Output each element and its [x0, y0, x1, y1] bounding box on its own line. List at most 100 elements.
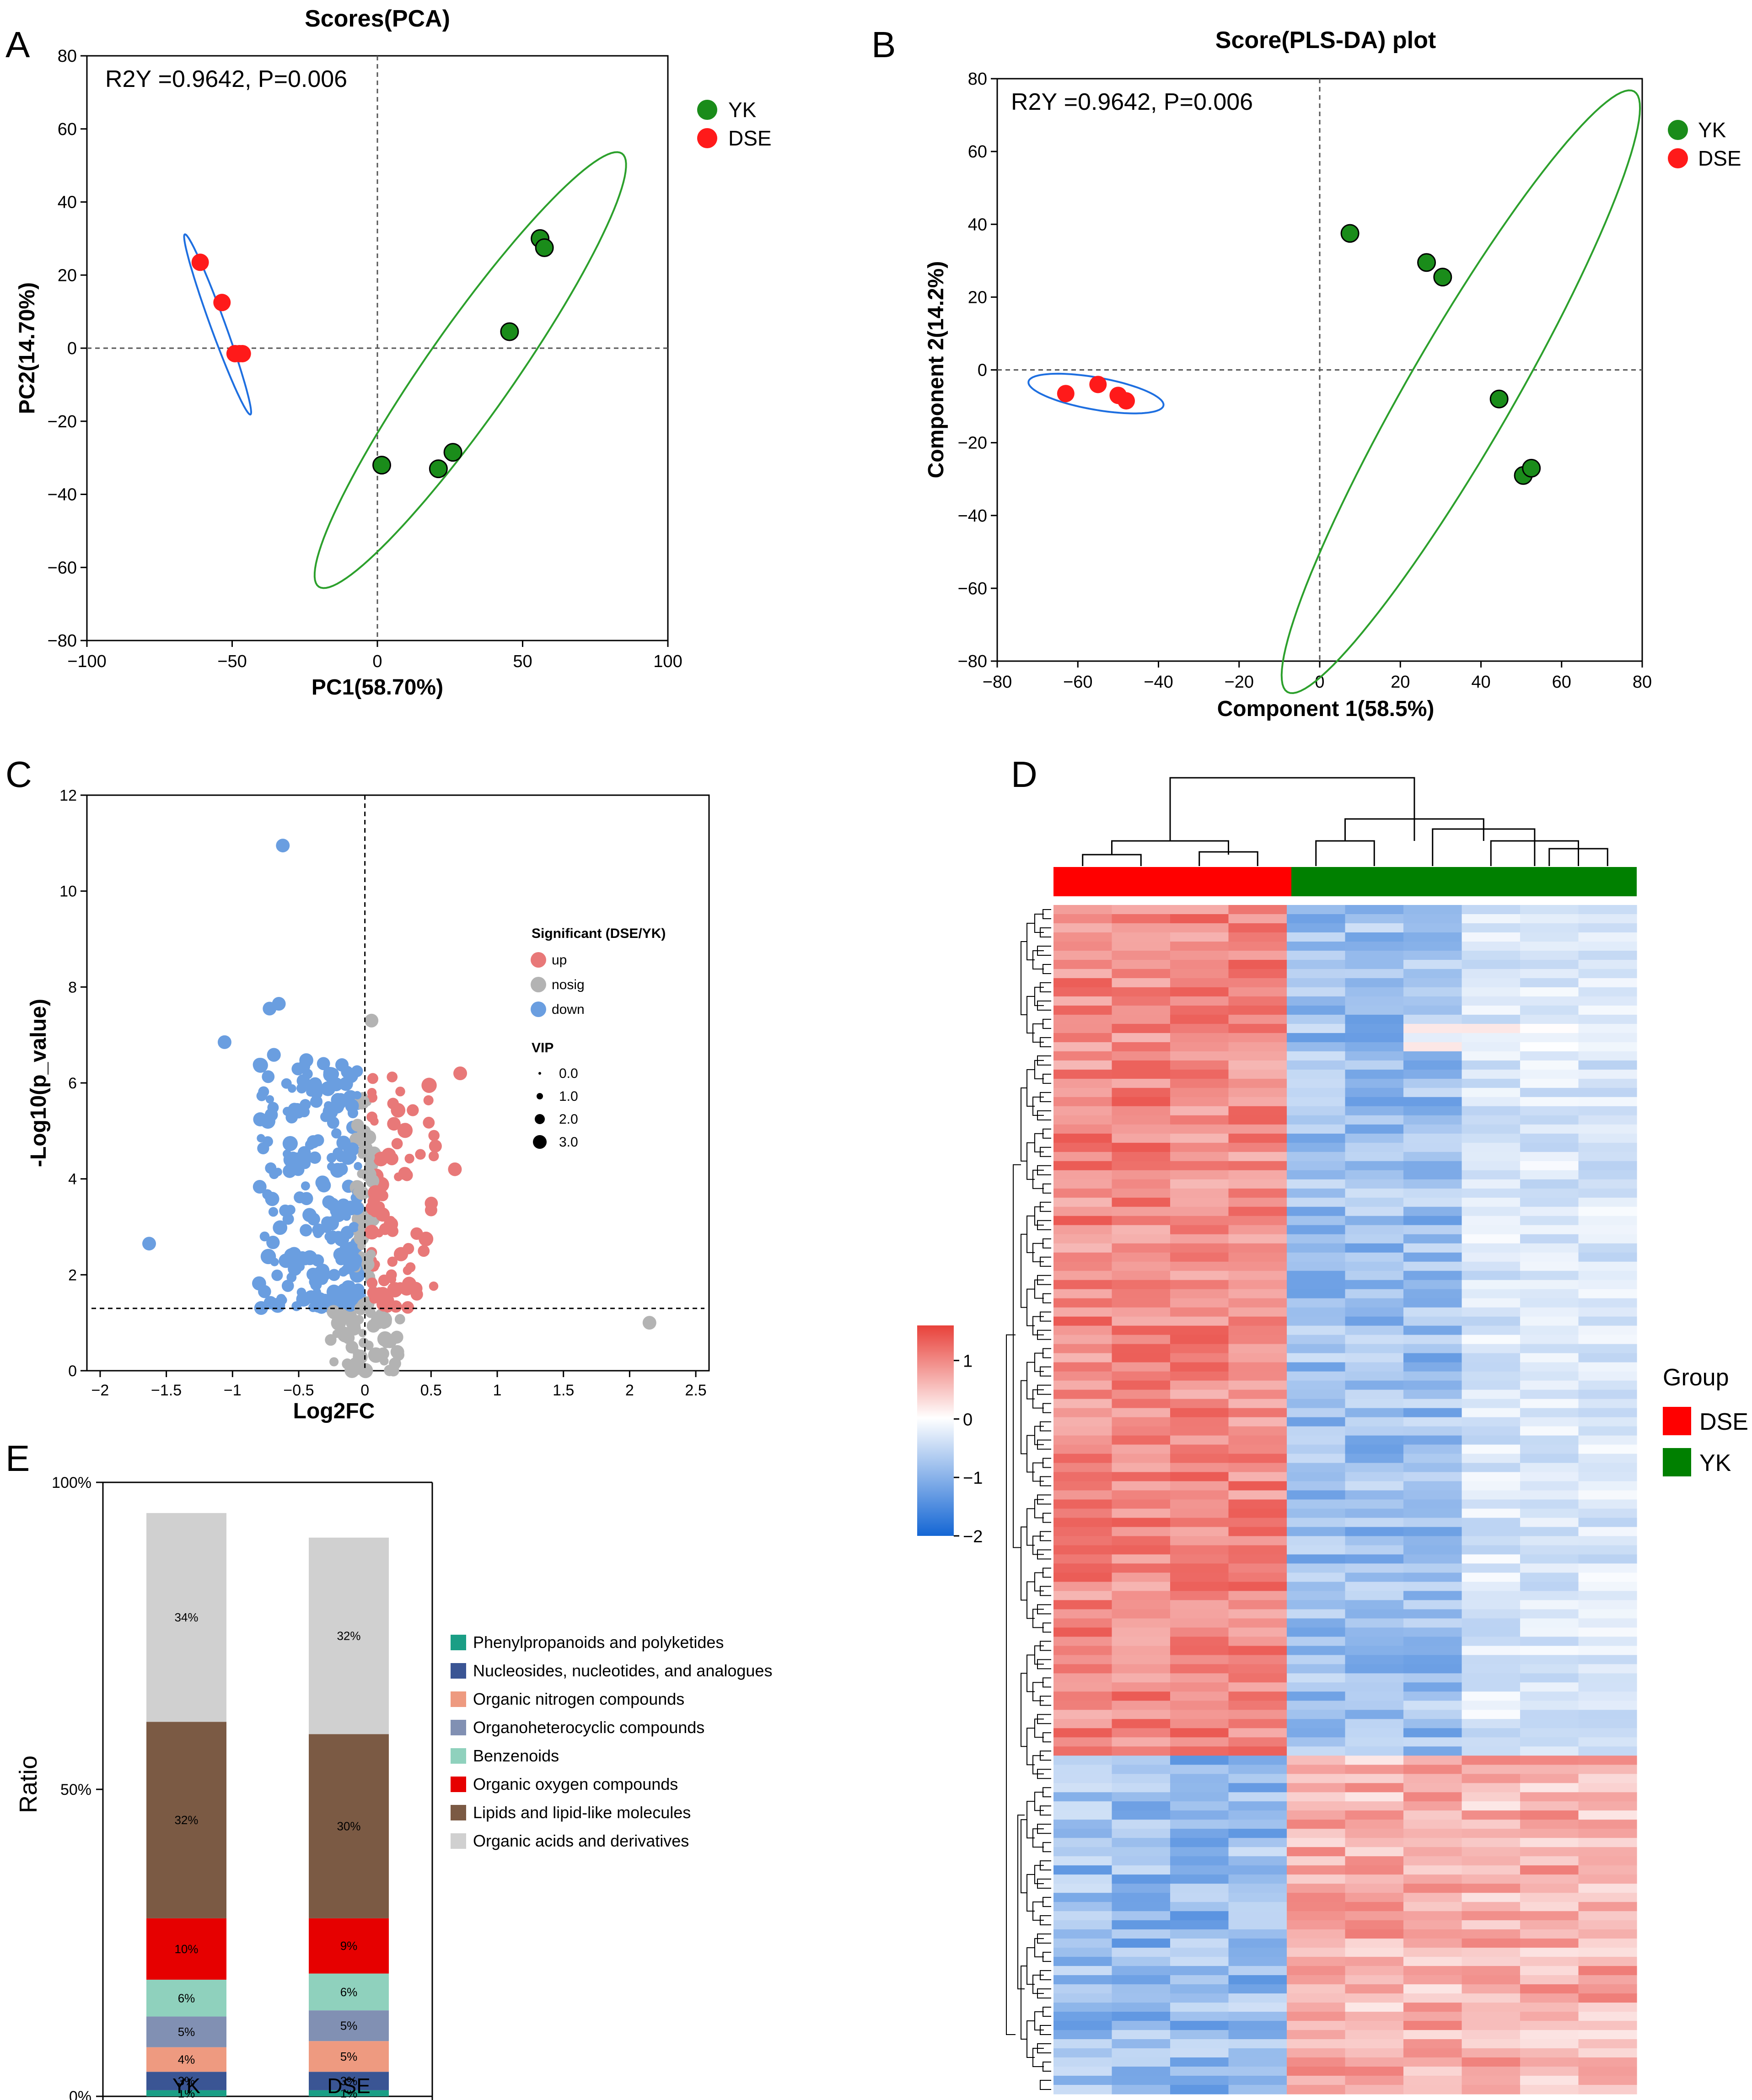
- heatmap-row-branch: [1026, 1947, 1035, 1985]
- heatmap-row-branch: [1043, 1458, 1051, 1468]
- heatmap-cell: [1578, 978, 1637, 988]
- volcano-point-nosig: [356, 1185, 366, 1195]
- heatmap-cell: [1228, 1362, 1287, 1372]
- heatmap-cell: [1170, 1243, 1229, 1253]
- heatmap-cell: [1112, 1911, 1171, 1921]
- plsda-legend: YK DSE: [1668, 118, 1741, 170]
- heatmap-cell: [1403, 2003, 1462, 2012]
- heatmap-cell: [1578, 1225, 1637, 1235]
- heatmap-cell: [1345, 1408, 1404, 1418]
- heatmap-cell: [1287, 1060, 1346, 1070]
- heatmap-cell: [1578, 1060, 1637, 1070]
- volcano-point-down: [262, 1189, 273, 1200]
- plsda-ytick-label: 0: [978, 361, 987, 380]
- plsda-point-yk: [1417, 253, 1436, 272]
- volcano-point-up: [386, 1269, 397, 1281]
- volcano-xtick-label: −1: [224, 1382, 242, 1399]
- heatmap-cell: [1578, 1399, 1637, 1409]
- heatmap-cell: [1287, 1582, 1346, 1591]
- heatmap-cell: [1462, 1691, 1521, 1701]
- heatmap-cell: [1287, 1051, 1346, 1061]
- heatmap-cell: [1228, 1801, 1287, 1811]
- heatmap-cell: [1170, 1005, 1229, 1015]
- heatmap-cell: [1345, 1124, 1404, 1134]
- heatmap-cell: [1578, 1234, 1637, 1244]
- volcano-point-down: [315, 1175, 330, 1190]
- heatmap-cell: [1462, 1399, 1521, 1409]
- volcano-point-down: [351, 1065, 363, 1077]
- heatmap-cell: [1112, 914, 1171, 924]
- heatmap-cell: [1403, 1225, 1462, 1235]
- pca-point-yk: [443, 443, 462, 462]
- heatmap-cell: [1345, 978, 1404, 988]
- heatmap-cell: [1170, 1838, 1229, 1847]
- heatmap-cell: [1228, 1060, 1287, 1070]
- heatmap-row-branch: [1021, 1087, 1027, 1162]
- heatmap-cell: [1345, 1078, 1404, 1088]
- heatmap-cell: [1345, 1289, 1404, 1299]
- volcano-point-up: [410, 1227, 423, 1240]
- heatmap-cell: [1170, 1179, 1229, 1189]
- pca-ytick-label: 60: [58, 120, 77, 139]
- heatmap-row-branch: [1026, 1435, 1035, 1473]
- heatmap-cell: [1053, 1380, 1112, 1390]
- heatmap-cell: [1578, 923, 1637, 933]
- heatmap-cell: [1578, 1536, 1637, 1546]
- heatmap-cell: [1345, 1005, 1404, 1015]
- heatmap-cell: [1170, 2030, 1229, 2040]
- heatmap-cell: [1578, 1170, 1637, 1180]
- heatmap-cell: [1403, 1316, 1462, 1326]
- heatmap-cell: [1228, 960, 1287, 969]
- heatmap-cell: [1520, 1033, 1579, 1043]
- volcano-point-up: [396, 1282, 405, 1291]
- colorbar-tick-label: 0: [963, 1410, 973, 1429]
- heatmap-cell: [1053, 2003, 1112, 2012]
- heatmap-cell: [1345, 1801, 1404, 1811]
- plsda-ytick-label: 40: [968, 215, 987, 234]
- heatmap-cell: [1228, 1499, 1287, 1509]
- heatmap-cell: [1170, 1298, 1229, 1308]
- heatmap-cell: [1345, 1637, 1404, 1646]
- panel-b-plsda: B Score(PLS-DA) plot −80 −60 −40 −20 0 20 40 60…: [871, 24, 1741, 721]
- heatmap-cell: [1462, 1106, 1521, 1116]
- heatmap-cell: [1112, 960, 1171, 969]
- heatmap-cell: [1228, 1920, 1287, 1930]
- heatmap-cell: [1170, 1271, 1229, 1281]
- heatmap-cell: [1520, 2030, 1579, 2040]
- heatmap-cell: [1228, 1902, 1287, 1912]
- volcano-point-down: [327, 1162, 336, 1171]
- heatmap-cell: [1345, 951, 1404, 960]
- heatmap-cell: [1228, 914, 1287, 924]
- heatmap-cell: [1578, 1426, 1637, 1436]
- heatmap-cell: [1053, 1316, 1112, 1326]
- heatmap-cell: [1170, 1325, 1229, 1335]
- heatmap-cell: [1053, 1344, 1112, 1354]
- heatmap-cell: [1462, 1536, 1521, 1546]
- heatmap-cell: [1520, 1051, 1579, 1061]
- heatmap-cell: [1462, 1005, 1521, 1015]
- heatmap-cell: [1170, 1088, 1229, 1098]
- heatmap-cell: [1578, 1014, 1637, 1024]
- heatmap-row-branch: [1043, 1842, 1051, 1852]
- heatmap-cell: [1578, 1774, 1637, 1783]
- composition-segment-yk: [146, 1980, 226, 2017]
- heatmap-cell: [1345, 1847, 1404, 1857]
- heatmap-cell: [1462, 1078, 1521, 1088]
- heatmap-cell: [1053, 1701, 1112, 1710]
- heatmap-cell: [1287, 1920, 1346, 1930]
- volcano-point-down: [282, 1136, 298, 1152]
- heatmap-cell: [1053, 1810, 1112, 1820]
- heatmap-cell: [1170, 1893, 1229, 1902]
- heatmap-cell: [1170, 1682, 1229, 1692]
- heatmap-cell: [1462, 1069, 1521, 1079]
- heatmap-cell: [1053, 1783, 1112, 1793]
- volcano-point-down: [326, 1235, 336, 1245]
- heatmap-cell: [1462, 1188, 1521, 1198]
- composition-segment-label: 5%: [340, 2019, 358, 2033]
- heatmap-cell: [1228, 1380, 1287, 1390]
- heatmap-cell: [1287, 2085, 1346, 2095]
- heatmap-cell: [1345, 1051, 1404, 1061]
- heatmap-cell: [1520, 1298, 1579, 1308]
- heatmap-cell: [1403, 1289, 1462, 1299]
- heatmap-cell: [1053, 1572, 1112, 1582]
